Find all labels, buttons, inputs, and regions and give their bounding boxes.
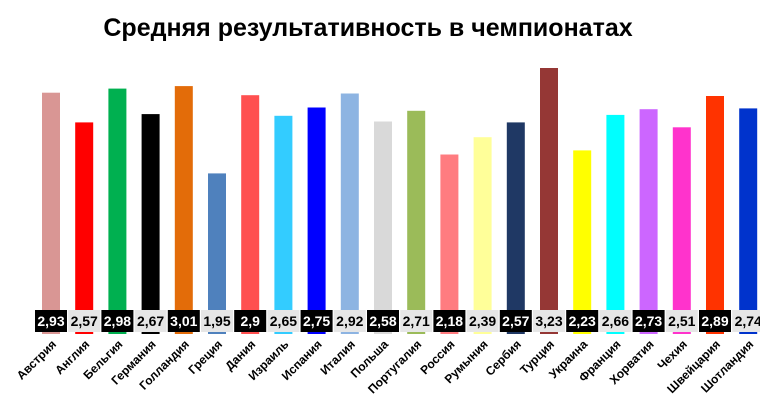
data-label-text: 2,9	[240, 313, 260, 329]
data-label-text: 3,01	[170, 313, 197, 329]
category-label: Греция	[185, 337, 225, 377]
data-label: 2,66	[599, 310, 632, 332]
data-label-text: 2,57	[71, 313, 98, 329]
data-label-text: 2,98	[104, 313, 131, 329]
category-label: Австрия	[14, 337, 59, 382]
data-label-text: 2,65	[270, 313, 297, 329]
data-label-text: 2,92	[336, 313, 363, 329]
bar	[42, 92, 60, 334]
bars	[42, 68, 758, 335]
bar	[739, 108, 758, 335]
category-label: Сербия	[483, 337, 524, 378]
data-label-box	[732, 310, 760, 332]
data-label-text: 2,73	[635, 313, 662, 329]
data-label-text: 2,57	[502, 313, 529, 329]
data-label-text: 1,95	[203, 313, 230, 329]
data-label: 3,01	[167, 310, 200, 332]
data-label-box	[267, 310, 300, 332]
data-label-box	[665, 310, 698, 332]
data-label: 2,74	[732, 310, 760, 332]
data-label: 2,57	[499, 310, 532, 332]
value-labels: 2,93 2,57 2,98 2,67 3,01 1,95 2,9 2,65 2,75 2,92 2…	[35, 310, 760, 332]
bar	[340, 93, 359, 334]
data-label-text: 2,71	[403, 313, 430, 329]
data-label: 2,89	[699, 310, 731, 332]
data-label-box	[466, 310, 499, 332]
bar	[241, 95, 260, 334]
bar	[473, 137, 492, 334]
bar	[141, 114, 160, 334]
bar	[108, 88, 127, 334]
data-label-text: 2,93	[37, 313, 64, 329]
data-label-box	[333, 310, 366, 332]
chart-title: Средняя результативность в чемпионатах	[103, 14, 633, 42]
data-label-box	[234, 310, 267, 332]
data-label-text: 2,75	[303, 313, 330, 329]
data-label-text: 2,67	[137, 313, 164, 329]
bar	[208, 173, 226, 334]
data-label: 1,95	[201, 310, 233, 332]
data-label: 2,51	[665, 310, 698, 332]
bar	[407, 110, 426, 334]
data-label-text: 2,89	[701, 313, 728, 329]
data-label-box	[699, 310, 731, 332]
bar	[274, 115, 293, 334]
data-label-box	[566, 310, 599, 332]
bar	[672, 127, 691, 334]
data-label-box	[367, 310, 399, 332]
data-label-text: 2,39	[469, 313, 496, 329]
data-label: 2,57	[68, 310, 101, 332]
bar	[606, 114, 625, 335]
data-label-box	[400, 310, 433, 332]
bar	[374, 121, 392, 334]
bar	[506, 122, 525, 335]
bar	[540, 68, 558, 334]
data-label: 2,9	[234, 310, 267, 332]
data-label-box	[599, 310, 632, 332]
data-label: 2,65	[267, 310, 300, 332]
bar	[706, 96, 724, 334]
data-label-box	[533, 310, 565, 332]
data-label-text: 2,58	[369, 313, 396, 329]
data-label-text: 2,23	[569, 313, 596, 329]
data-label-text: 2,51	[668, 313, 695, 329]
bar	[639, 109, 658, 334]
data-label: 2,39	[466, 310, 499, 332]
data-label: 2,67	[134, 310, 167, 332]
category-labels: АвстрияАнглияБельгияГерманияГолландияГре…	[14, 337, 756, 396]
bar	[174, 86, 193, 334]
data-label: 2,92	[333, 310, 366, 332]
bar	[440, 154, 459, 334]
data-label-text: 2,18	[436, 313, 463, 329]
data-label-box	[167, 310, 200, 332]
data-label-box	[300, 310, 333, 332]
data-label: 2,98	[101, 310, 134, 332]
data-label: 2,58	[367, 310, 399, 332]
bar	[75, 122, 94, 335]
data-label-text: 3,23	[535, 313, 562, 329]
bar	[573, 150, 592, 334]
data-label: 2,71	[400, 310, 433, 332]
data-label-box	[433, 310, 466, 332]
data-label: 2,75	[300, 310, 333, 332]
data-label: 2,18	[433, 310, 466, 332]
data-label-text: 2,66	[602, 313, 629, 329]
data-label-box	[632, 310, 665, 332]
data-label-box	[35, 310, 67, 332]
data-label-box	[499, 310, 532, 332]
data-label: 2,23	[566, 310, 599, 332]
data-label: 3,23	[533, 310, 565, 332]
data-label-text: 2,74	[735, 313, 760, 329]
data-label: 2,73	[632, 310, 665, 332]
data-label: 2,93	[35, 310, 67, 332]
data-label-box	[68, 310, 101, 332]
data-label-box	[101, 310, 134, 332]
data-label-box	[201, 310, 233, 332]
data-label-box	[134, 310, 167, 332]
bar	[307, 107, 326, 334]
